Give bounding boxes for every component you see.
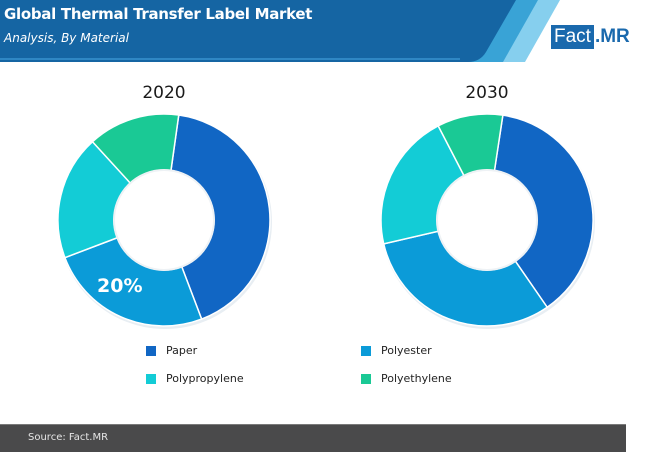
source-footer: Source: Fact.MR [0, 424, 626, 452]
chart-subtitle: Analysis, By Material [4, 31, 129, 45]
legend-label: Polyethylene [381, 372, 452, 385]
legend-swatch-paper [146, 345, 156, 356]
legend-label: Paper [166, 344, 198, 357]
legend-swatch-polyethylene [361, 373, 371, 384]
logo-boxed-text: Fact [551, 25, 594, 49]
donut-2020-title: 2020 [142, 83, 186, 103]
legend-label: Polyester [381, 344, 432, 357]
donut-2030-title: 2030 [465, 83, 509, 103]
donut-chart-2030 [380, 113, 595, 329]
legend-item-polyethylene: Polyethylene [361, 372, 452, 385]
factmr-logo: Fact .MR [551, 25, 630, 49]
legend-swatch-polypropylene [146, 373, 156, 384]
legend-item-polyester: Polyester [361, 344, 432, 357]
logo-rest-text: .MR [594, 26, 630, 47]
chart-title: Global Thermal Transfer Label Market [4, 5, 313, 23]
header-band [0, 0, 560, 62]
legend-item-paper: Paper [146, 344, 197, 357]
source-text: Source: Fact.MR [28, 432, 109, 443]
legend-swatch-polyester [361, 345, 371, 356]
legend-label: Polypropylene [166, 372, 244, 385]
polyester-2020-share-label: 20% [97, 275, 143, 297]
donut-chart-2020 [57, 113, 272, 329]
legend-item-polypropylene: Polypropylene [146, 372, 244, 385]
